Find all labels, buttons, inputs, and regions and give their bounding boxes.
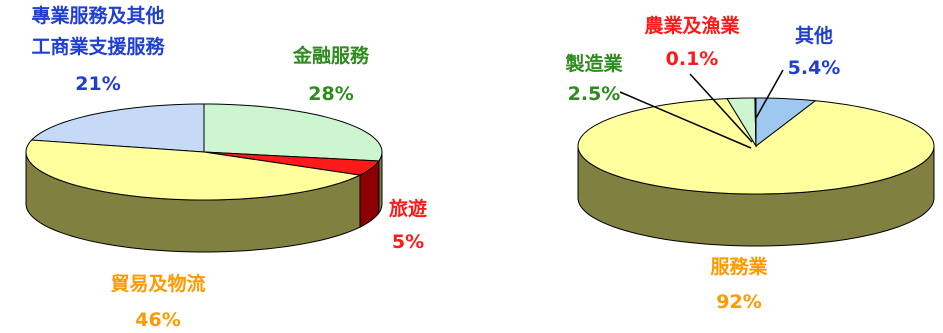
slice-label: 專業服務及其他 <box>31 4 164 27</box>
slice-value-label: 46% <box>135 309 180 331</box>
slice-value-label: 5.4% <box>788 57 841 79</box>
leader-line <box>689 73 753 143</box>
slice-label: 旅遊 <box>389 197 427 220</box>
slice-value-label: 2.5% <box>568 83 621 105</box>
pie-slice <box>25 139 362 201</box>
slice-label: 其他 <box>795 24 833 47</box>
pie-slice <box>203 103 383 162</box>
leader-line <box>755 69 784 119</box>
pie-slice <box>203 151 380 176</box>
slice-value-label: 5% <box>392 231 424 253</box>
leader-line <box>619 91 752 149</box>
slice-value-label: 0.1% <box>666 48 719 70</box>
slice-label: 服務業 <box>710 255 768 278</box>
slice-label: 工商業支援服務 <box>31 35 165 58</box>
slice-label: 金融服務 <box>292 44 370 67</box>
slice-value-label: 28% <box>308 83 353 105</box>
pie-slice <box>755 97 817 148</box>
slice-value-label: 92% <box>716 291 761 313</box>
slice-label: 製造業 <box>564 52 623 75</box>
slice-label: 貿易及物流 <box>110 272 205 295</box>
pie-chart-right: 服務業 92% 製造業 2.5% 農業及漁業 0.1% 其他 5.4% <box>564 14 935 313</box>
slice-value-label: 21% <box>75 73 120 95</box>
pie-slice <box>30 103 205 153</box>
slice-label: 農業及漁業 <box>644 14 740 37</box>
